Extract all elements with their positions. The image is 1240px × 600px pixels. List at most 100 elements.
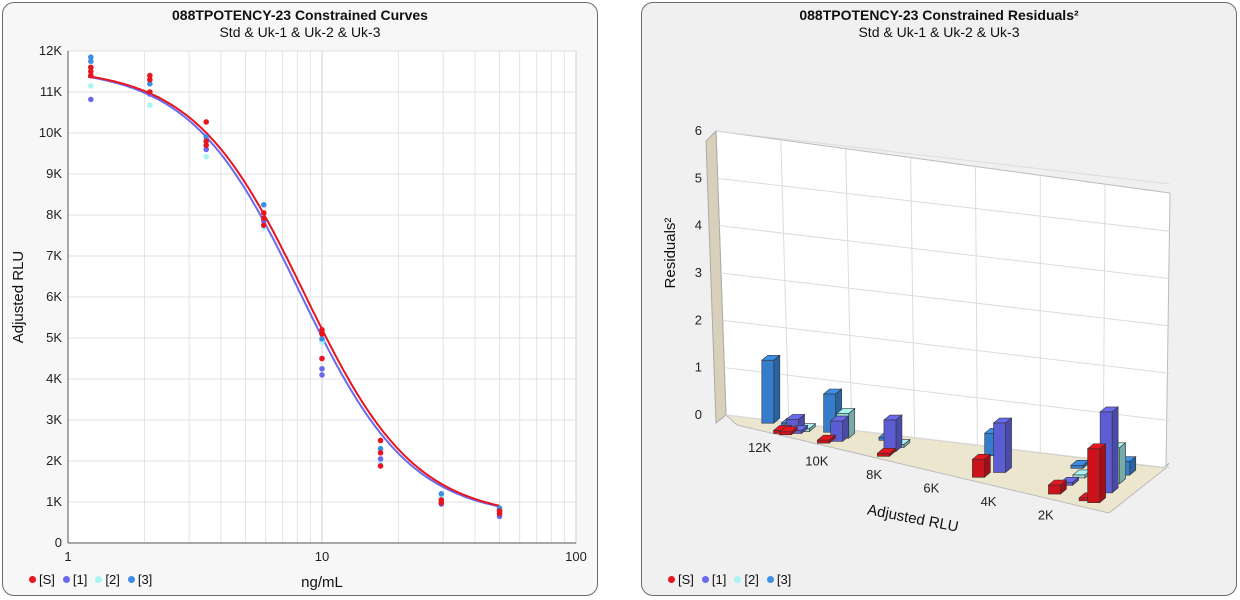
residual-bar-s: [778, 426, 799, 436]
y-tick-label: 11K: [40, 84, 62, 99]
residual-bar-s: [971, 453, 992, 478]
x-tick-label: 4K: [981, 494, 997, 509]
legend-marker-s: [668, 576, 675, 583]
x-gridline: [780, 139, 790, 423]
data-point-u1: [377, 456, 384, 462]
legend-item-1: [1]: [701, 572, 727, 587]
x-tick-label: 1: [64, 549, 71, 564]
legend-item-3: [3]: [127, 572, 153, 587]
legend-marker-1: [701, 576, 709, 583]
y-tick-label: 5: [695, 170, 702, 185]
y-tick-label: 1: [695, 360, 702, 375]
curves-chart-panel: 088TPOTENCY-23 Constrained Curves Std & …: [2, 2, 598, 596]
y-tick-label: 10K: [39, 125, 62, 140]
data-point-u3: [147, 81, 153, 87]
y-gridline: [719, 225, 1171, 280]
data-point-s: [203, 119, 209, 125]
x-tick-label: 8K: [866, 467, 882, 482]
y-tick-label: 3K: [46, 412, 62, 427]
bar-side-face: [1005, 417, 1012, 474]
y-tick-label: 6: [695, 123, 702, 138]
y-tick-label: 6K: [46, 289, 62, 304]
data-point-s: [147, 76, 153, 83]
legend-item-3: [3]: [766, 572, 791, 587]
data-point-s: [260, 222, 267, 229]
legend-label-1: [1]: [711, 572, 727, 587]
y-tick-label: 4: [695, 218, 702, 233]
bar-side-face: [895, 414, 903, 453]
data-point-s: [319, 331, 325, 337]
bar-side-face: [1119, 442, 1126, 485]
residual-bar-u1: [829, 415, 850, 442]
curves-legend: [S] [1] [2] [3]: [29, 572, 152, 587]
legend-marker-3: [127, 576, 135, 583]
legend-item-2: [2]: [734, 572, 759, 587]
data-point-u2: [203, 153, 209, 160]
bar-front-face: [1072, 474, 1086, 479]
legend-item-2: [2]: [95, 572, 120, 587]
residual-bar-s: [1047, 479, 1068, 495]
fit-curve-u1: [87, 75, 500, 508]
residuals-legend: [S] [1] [2] [3]: [668, 572, 791, 587]
x-axis-label: ng/mL: [301, 574, 343, 591]
y-tick-label: 7K: [46, 248, 62, 263]
x-tick-label: 10: [315, 549, 329, 564]
x-gridline: [845, 148, 853, 431]
data-point-s: [147, 72, 153, 79]
x-gridline: [910, 157, 916, 438]
y-gridline: [722, 319, 1171, 374]
data-point-u2: [147, 102, 153, 108]
legend-label-1: [1]: [72, 572, 88, 587]
data-point-s: [377, 463, 384, 469]
data-point-s: [203, 138, 209, 144]
y-gridline: [715, 130, 1171, 185]
data-point-s: [377, 450, 384, 456]
x-tick-label: 100: [565, 549, 587, 564]
data-point-s: [88, 68, 94, 75]
data-point-s: [438, 500, 445, 506]
bar-front-face: [1048, 484, 1061, 495]
y-tick-label: 2K: [46, 453, 62, 468]
residuals-chart-subtitle: Std & Uk-1 & Uk-2 & Uk-3: [858, 24, 1020, 40]
data-point-u1: [203, 146, 209, 153]
data-point-s: [203, 142, 209, 149]
data-point-s: [496, 510, 503, 517]
bar-front-face: [761, 359, 775, 424]
legend-marker-2: [95, 576, 103, 583]
bar-side-face: [1111, 406, 1119, 494]
data-point-s: [319, 327, 325, 333]
data-point-u3: [377, 445, 384, 452]
data-point-s: [260, 215, 267, 222]
x-gridline: [974, 166, 978, 446]
residuals-chart-title: 088TPOTENCY-23 Constrained Residuals²: [799, 7, 1079, 23]
y-tick-label: 8K: [46, 207, 62, 222]
legend-item-s: [S]: [668, 572, 694, 587]
fit-curve-s: [87, 75, 500, 507]
legend-label-3: [3]: [137, 572, 153, 587]
data-point-s: [88, 64, 94, 71]
y-axis-label: Adjusted RLU: [10, 251, 27, 344]
curves-chart-title: 088TPOTENCY-23 Constrained Curves: [172, 7, 428, 23]
data-point-u1: [319, 372, 325, 378]
bar-front-face: [883, 419, 897, 452]
residual-bar-s: [876, 447, 897, 457]
legend-label-2: [2]: [105, 572, 120, 587]
y-tick-label: 4K: [46, 371, 62, 386]
y-gridline: [724, 367, 1171, 422]
curves-chart-svg: 1 10 100 0 1K 2K 3K 4K 5K 6K 7K 8K 9K 10K 11K 12K ng/mL A…: [10, 43, 587, 591]
data-point-s: [147, 89, 153, 95]
data-point-u3: [438, 491, 445, 497]
data-point-s: [319, 355, 325, 362]
x-tick-label: 12K: [748, 440, 771, 455]
data-point-u1: [319, 365, 325, 372]
legend-marker-3: [766, 576, 774, 583]
x-tick-label: 2K: [1038, 507, 1054, 522]
y-tick-label: 12K: [39, 43, 62, 58]
legend-label-2: [2]: [744, 572, 759, 587]
data-point-s: [260, 210, 267, 216]
y-tick-label: 1K: [46, 494, 62, 509]
data-point-u3: [319, 336, 325, 342]
bar-side-face: [773, 354, 781, 424]
bar-front-face: [779, 431, 792, 436]
y-axis-label: Residuals²: [662, 218, 679, 289]
